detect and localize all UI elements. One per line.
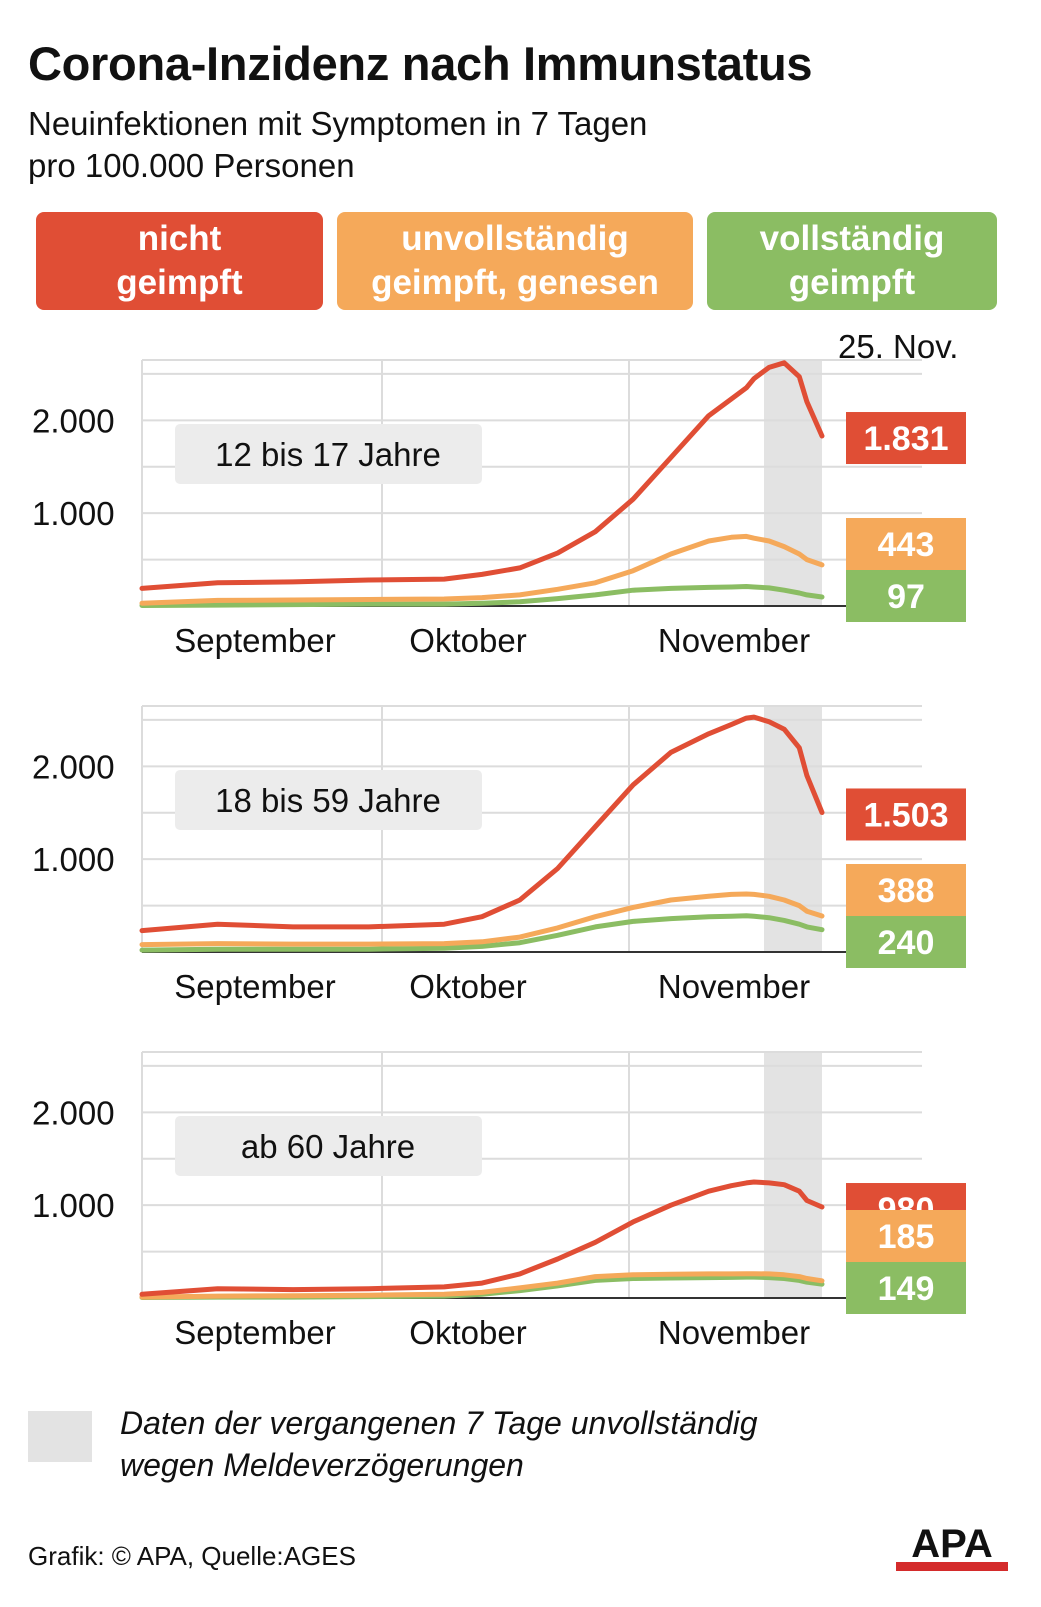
end-value-label-2: 149 — [878, 1270, 935, 1308]
x-tick-label: September — [174, 1314, 335, 1351]
chart-panel-60-plus: 2.000 1.000 September Oktober November ab 60 … — [32, 1051, 966, 1351]
end-value-label-1: 388 — [878, 872, 935, 910]
y-tick-label: 1.000 — [32, 1187, 115, 1224]
chart-panel-18-59: 2.000 1.000 September Oktober November 18 bis… — [32, 705, 966, 1005]
source-credit: Grafik: © APA, Quelle:AGES — [28, 1541, 356, 1571]
x-tick-label: November — [658, 622, 810, 659]
series-line-2 — [139, 584, 825, 608]
panel-label-box — [175, 1116, 482, 1176]
end-value-box-1 — [846, 518, 966, 570]
legend-label-line1: vollständig — [759, 219, 945, 258]
end-value-box-2 — [846, 916, 966, 968]
date-label: 25. Nov. — [838, 328, 958, 365]
end-value-label-2: 97 — [887, 578, 925, 616]
incomplete-data-band — [764, 360, 822, 606]
apa-logo: APA — [896, 1522, 1008, 1571]
legend-fully-vaccinated: vollständig geimpft — [707, 212, 997, 310]
end-value-box-0 — [846, 788, 966, 841]
series-line-0 — [139, 1179, 825, 1297]
panel-label: 12 bis 17 Jahre — [215, 436, 441, 473]
legend-not-vaccinated: nicht geimpft — [36, 212, 323, 310]
x-tick-label: September — [174, 622, 335, 659]
note-line-2: wegen Meldeverzögerungen — [120, 1447, 524, 1483]
legend-label-line2: geimpft — [116, 263, 243, 302]
end-value-box-2 — [846, 570, 966, 622]
y-tick-label: 2.000 — [32, 748, 115, 785]
subtitle-line-1: Neuinfektionen mit Symptomen in 7 Tagen — [28, 105, 648, 142]
y-tick-label: 2.000 — [32, 402, 115, 439]
chart-subtitle: Neuinfektionen mit Symptomen in 7 Tagen … — [28, 103, 647, 187]
end-value-label-1: 185 — [878, 1218, 935, 1256]
incomplete-data-swatch — [28, 1411, 92, 1462]
legend-label-line1: unvollständig — [401, 219, 629, 258]
x-tick-label: Oktober — [409, 968, 526, 1005]
legend-label-line1: nicht — [137, 219, 222, 258]
note-line-1: Daten der vergangenen 7 Tage unvollständ… — [120, 1405, 758, 1441]
x-tick-label: Oktober — [409, 1314, 526, 1351]
series-line-1 — [139, 533, 825, 606]
chart-panel-12-17: 2.000 1.000 September Oktober November 12 bis… — [32, 328, 966, 659]
subtitle-line-2: pro 100.000 Personen — [28, 147, 355, 184]
y-tick-label: 1.000 — [32, 841, 115, 878]
panel-label: ab 60 Jahre — [241, 1128, 415, 1165]
series-line-0 — [139, 714, 825, 934]
series-line-1 — [139, 891, 825, 948]
end-value-label-1: 443 — [878, 526, 935, 564]
panel-label-box — [175, 770, 482, 830]
end-value-box-0 — [846, 412, 966, 465]
apa-logo-text: APA — [911, 1522, 992, 1566]
end-value-label-2: 240 — [878, 924, 935, 962]
end-value-label-0: 1.503 — [863, 796, 948, 834]
x-tick-label: September — [174, 968, 335, 1005]
end-value-box-2 — [846, 1262, 966, 1314]
incomplete-data-note: Daten der vergangenen 7 Tage unvollständ… — [120, 1402, 1020, 1486]
series-line-2 — [139, 913, 825, 953]
x-tick-label: November — [658, 968, 810, 1005]
end-value-box-1 — [846, 864, 966, 916]
y-tick-label: 2.000 — [32, 1094, 115, 1131]
x-tick-label: Oktober — [409, 622, 526, 659]
panel-label: 18 bis 59 Jahre — [215, 782, 441, 819]
end-value-label-0: 1.831 — [863, 420, 948, 458]
series-line-0 — [139, 360, 825, 591]
series-line-1 — [139, 1271, 825, 1300]
legend-label-line2: geimpft, genesen — [371, 263, 659, 302]
y-tick-label: 1.000 — [32, 495, 115, 532]
legend-partially-vaccinated: unvollständig geimpft, genesen — [337, 212, 693, 310]
end-value-box-1 — [846, 1210, 966, 1262]
x-tick-label: November — [658, 1314, 810, 1351]
legend-label-line2: geimpft — [788, 263, 916, 302]
chart-title: Corona-Inzidenz nach Immunstatus — [28, 37, 813, 90]
panel-label-box — [175, 424, 482, 484]
incomplete-data-band — [764, 1052, 822, 1298]
